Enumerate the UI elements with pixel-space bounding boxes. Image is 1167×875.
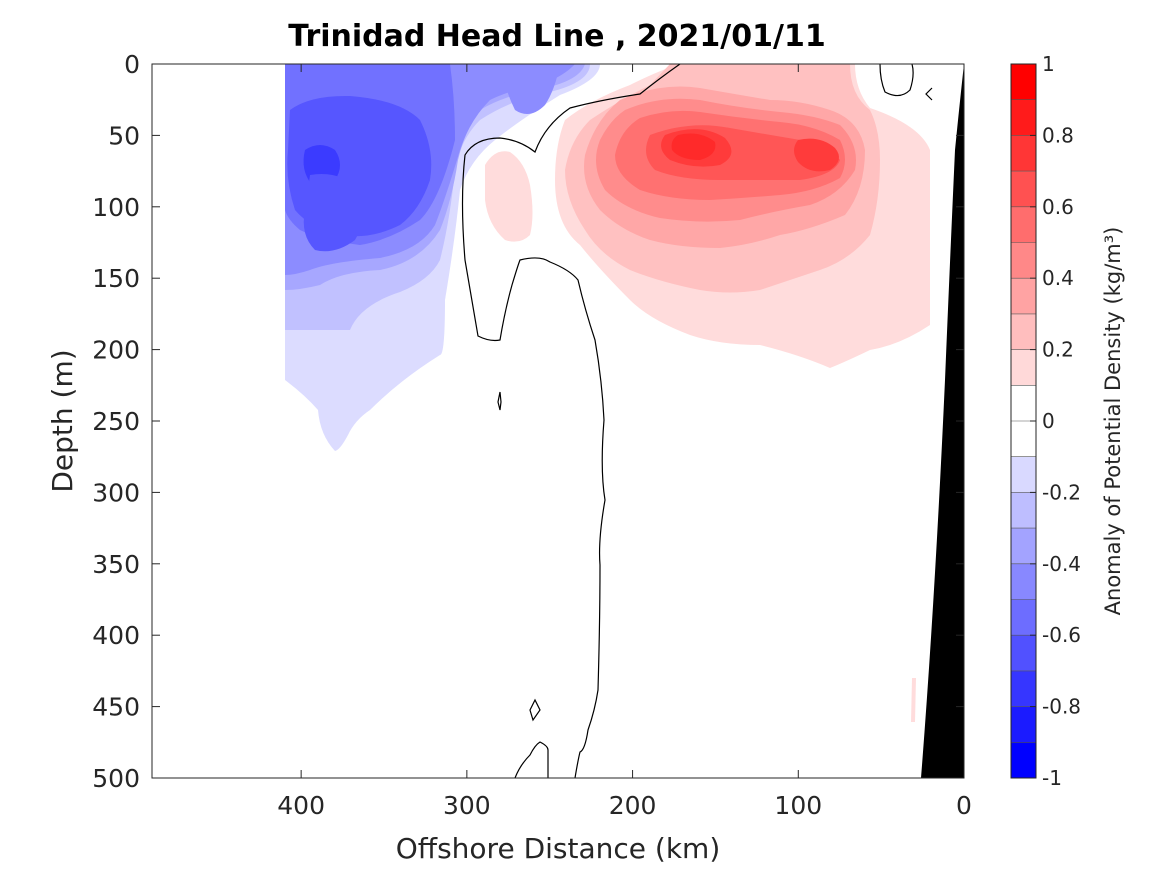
colorbar-tick-label: -0.4 bbox=[1042, 552, 1081, 576]
colorbar-swatch bbox=[1011, 742, 1036, 778]
colorbar-swatch bbox=[1011, 706, 1036, 743]
colorbar-swatch bbox=[1011, 599, 1036, 636]
colorbar-swatch bbox=[1011, 456, 1036, 493]
x-tick-label: 100 bbox=[774, 791, 822, 820]
x-tick-label: 400 bbox=[277, 791, 325, 820]
contour-fill-neg-0.5b bbox=[500, 64, 560, 114]
colorbar-tick-label: -0.8 bbox=[1042, 695, 1081, 719]
y-tick-label: 0 bbox=[124, 50, 140, 79]
x-axis: 400 300 200 100 0 bbox=[277, 64, 972, 820]
zero-contours bbox=[461, 64, 933, 778]
x-tick-label: 200 bbox=[609, 791, 657, 820]
colorbar-swatch bbox=[1011, 242, 1036, 279]
colorbar-label: Anomaly of Potential Density (kg/m³) bbox=[1101, 227, 1125, 616]
zero-contour-tick bbox=[925, 87, 933, 101]
colorbar-tick-label: -1 bbox=[1042, 766, 1062, 790]
bathymetry-shelf bbox=[921, 64, 964, 778]
y-tick-label: 200 bbox=[92, 336, 140, 365]
colorbar-tick-label: 0.8 bbox=[1042, 123, 1074, 147]
zero-contour-bottom bbox=[514, 741, 549, 778]
colorbar-swatch bbox=[1011, 492, 1036, 529]
y-tick-label: 400 bbox=[92, 621, 140, 650]
contour-fill-pos-0.8 bbox=[671, 133, 716, 160]
colorbar-swatch bbox=[1011, 563, 1036, 600]
colorbar-swatch bbox=[1011, 99, 1036, 136]
y-tick-label: 50 bbox=[108, 121, 140, 150]
colorbar-swatch bbox=[1011, 670, 1036, 707]
colorbar-swatch bbox=[1011, 313, 1036, 350]
y-tick-label: 100 bbox=[92, 193, 140, 222]
contour-fill-pos-0.7b bbox=[794, 138, 839, 172]
zero-contour-main bbox=[461, 64, 681, 778]
colorbar-tick-label: 0 bbox=[1042, 409, 1055, 433]
y-axis: 0 50 100 150 200 250 300 350 400 450 500 bbox=[92, 50, 964, 793]
contour-fill-pos-small bbox=[485, 151, 533, 242]
zero-contour-sliver bbox=[497, 391, 502, 411]
y-tick-label: 350 bbox=[92, 550, 140, 579]
colorbar-swatch bbox=[1011, 278, 1036, 314]
colorbar-tick-label: -0.2 bbox=[1042, 480, 1081, 504]
y-tick-label: 500 bbox=[92, 764, 140, 793]
colorbar-tick-label: 0.4 bbox=[1042, 266, 1074, 290]
y-tick-label: 150 bbox=[92, 264, 140, 293]
colorbar-swatch bbox=[1011, 635, 1036, 671]
colorbar-swatch bbox=[1011, 135, 1036, 172]
colorbar-tick-label: 0.2 bbox=[1042, 338, 1074, 362]
colorbar-swatch bbox=[1011, 421, 1036, 457]
colorbar-swatch bbox=[1011, 528, 1036, 564]
zero-contour-nearshore bbox=[879, 64, 914, 97]
y-tick-label: 300 bbox=[92, 478, 140, 507]
colorbar-swatch bbox=[1011, 64, 1036, 100]
y-tick-label: 250 bbox=[92, 407, 140, 436]
y-tick-label: 450 bbox=[92, 693, 140, 722]
colorbar-swatch bbox=[1011, 171, 1036, 207]
x-axis-label: Offshore Distance (km) bbox=[396, 832, 721, 865]
colorbar-swatch bbox=[1011, 385, 1036, 421]
colorbar-swatch bbox=[1011, 206, 1036, 243]
x-tick-label: 300 bbox=[443, 791, 491, 820]
filled-contours bbox=[285, 64, 964, 778]
colorbar-tick-label: 1 bbox=[1042, 52, 1055, 76]
y-axis-label: Depth (m) bbox=[46, 349, 79, 492]
contour-fill-neg-0.6b bbox=[303, 174, 364, 252]
chart-title: Trinidad Head Line , 2021/01/11 bbox=[288, 19, 825, 54]
colorbar: 1 0.8 0.6 0.4 0.2 0 -0.2 -0.4 -0.6 -0.8 -1 bbox=[1010, 52, 1081, 790]
colorbar-swatch bbox=[1011, 349, 1036, 386]
zero-contour-diamond bbox=[529, 698, 541, 722]
colorbar-tick-label: -0.6 bbox=[1042, 623, 1081, 647]
plot-area bbox=[151, 63, 965, 779]
x-tick-label: 0 bbox=[956, 791, 972, 820]
colorbar-tick-label: 0.6 bbox=[1042, 195, 1074, 219]
contour-fill-pos-blip bbox=[911, 678, 916, 722]
